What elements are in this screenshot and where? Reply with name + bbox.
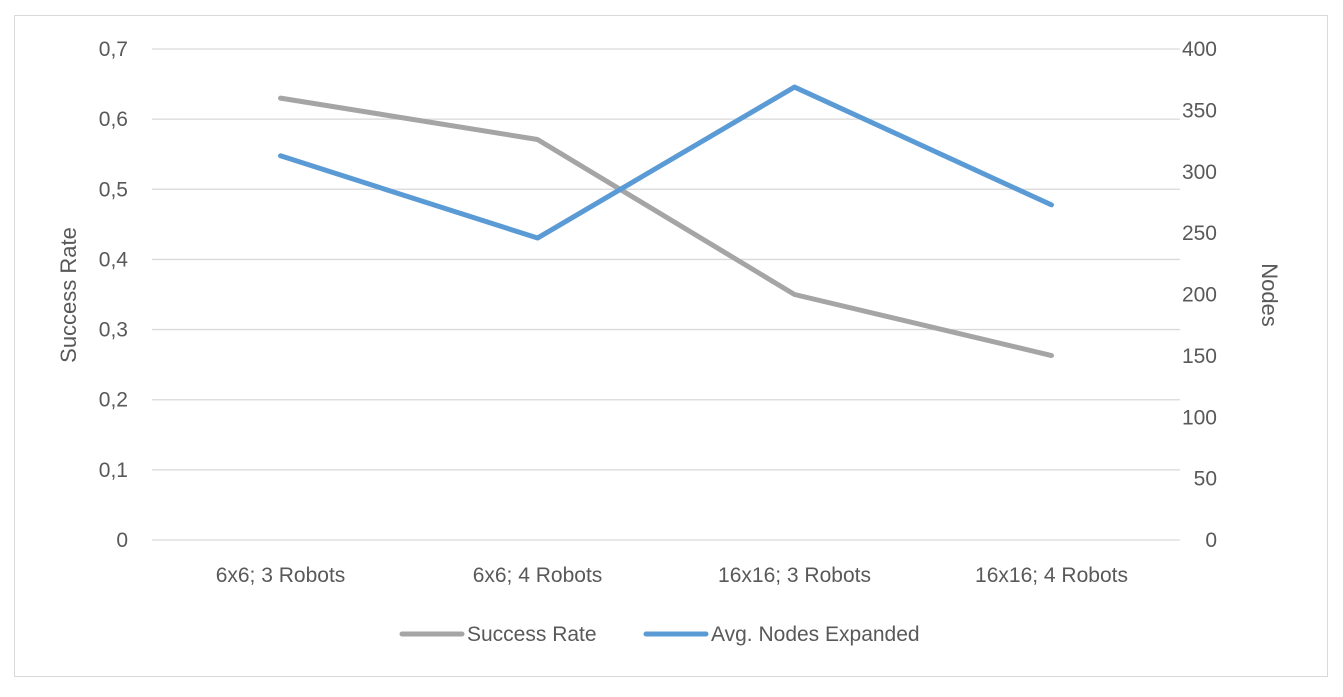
legend: Success Rate Avg. Nodes Expanded [399, 623, 920, 646]
right-tick-label: 300 [1182, 161, 1217, 184]
right-tick-label: 350 [1182, 99, 1217, 122]
right-tick-label: 400 [1182, 38, 1217, 61]
x-tick-label: 16x16; 3 Robots [718, 564, 871, 587]
gridlines [152, 48, 1180, 541]
right-axis-ticks: 0 50 100 150 200 250 300 350 400 [1182, 38, 1217, 552]
right-axis-title: Nodes [1257, 263, 1282, 327]
left-tick-label: 0 [116, 529, 128, 552]
chart-frame [14, 15, 1328, 677]
left-tick-label: 0,4 [99, 248, 129, 271]
right-tick-label: 200 [1182, 284, 1217, 307]
left-tick-label: 0,2 [99, 389, 128, 412]
x-tick-label: 6x6; 4 Robots [473, 564, 603, 587]
left-axis-title: Success Rate [56, 227, 81, 363]
x-axis-ticks: 6x6; 3 Robots 6x6; 4 Robots 16x16; 3 Robot… [216, 564, 1128, 587]
right-tick-label: 100 [1182, 406, 1217, 429]
series-line [278, 95, 1054, 359]
x-tick-label: 16x16; 4 Robots [975, 564, 1128, 587]
right-tick-label: 250 [1182, 222, 1217, 245]
right-tick-label: 0 [1205, 529, 1217, 552]
left-tick-label: 0,5 [99, 178, 128, 201]
series-line [278, 84, 1054, 241]
right-tick-label: 150 [1182, 345, 1217, 368]
series-lines [278, 84, 1054, 359]
left-tick-label: 0,6 [99, 108, 128, 131]
legend-label: Avg. Nodes Expanded [711, 623, 920, 646]
left-tick-label: 0,3 [99, 319, 128, 342]
legend-label: Success Rate [467, 623, 597, 646]
left-axis-ticks: 0 0,1 0,2 0,3 0,4 0,5 0,6 0,7 [99, 38, 129, 552]
left-tick-label: 0,7 [99, 38, 128, 61]
right-tick-label: 50 [1194, 468, 1217, 491]
left-tick-label: 0,1 [99, 459, 128, 482]
x-tick-label: 6x6; 3 Robots [216, 564, 346, 587]
